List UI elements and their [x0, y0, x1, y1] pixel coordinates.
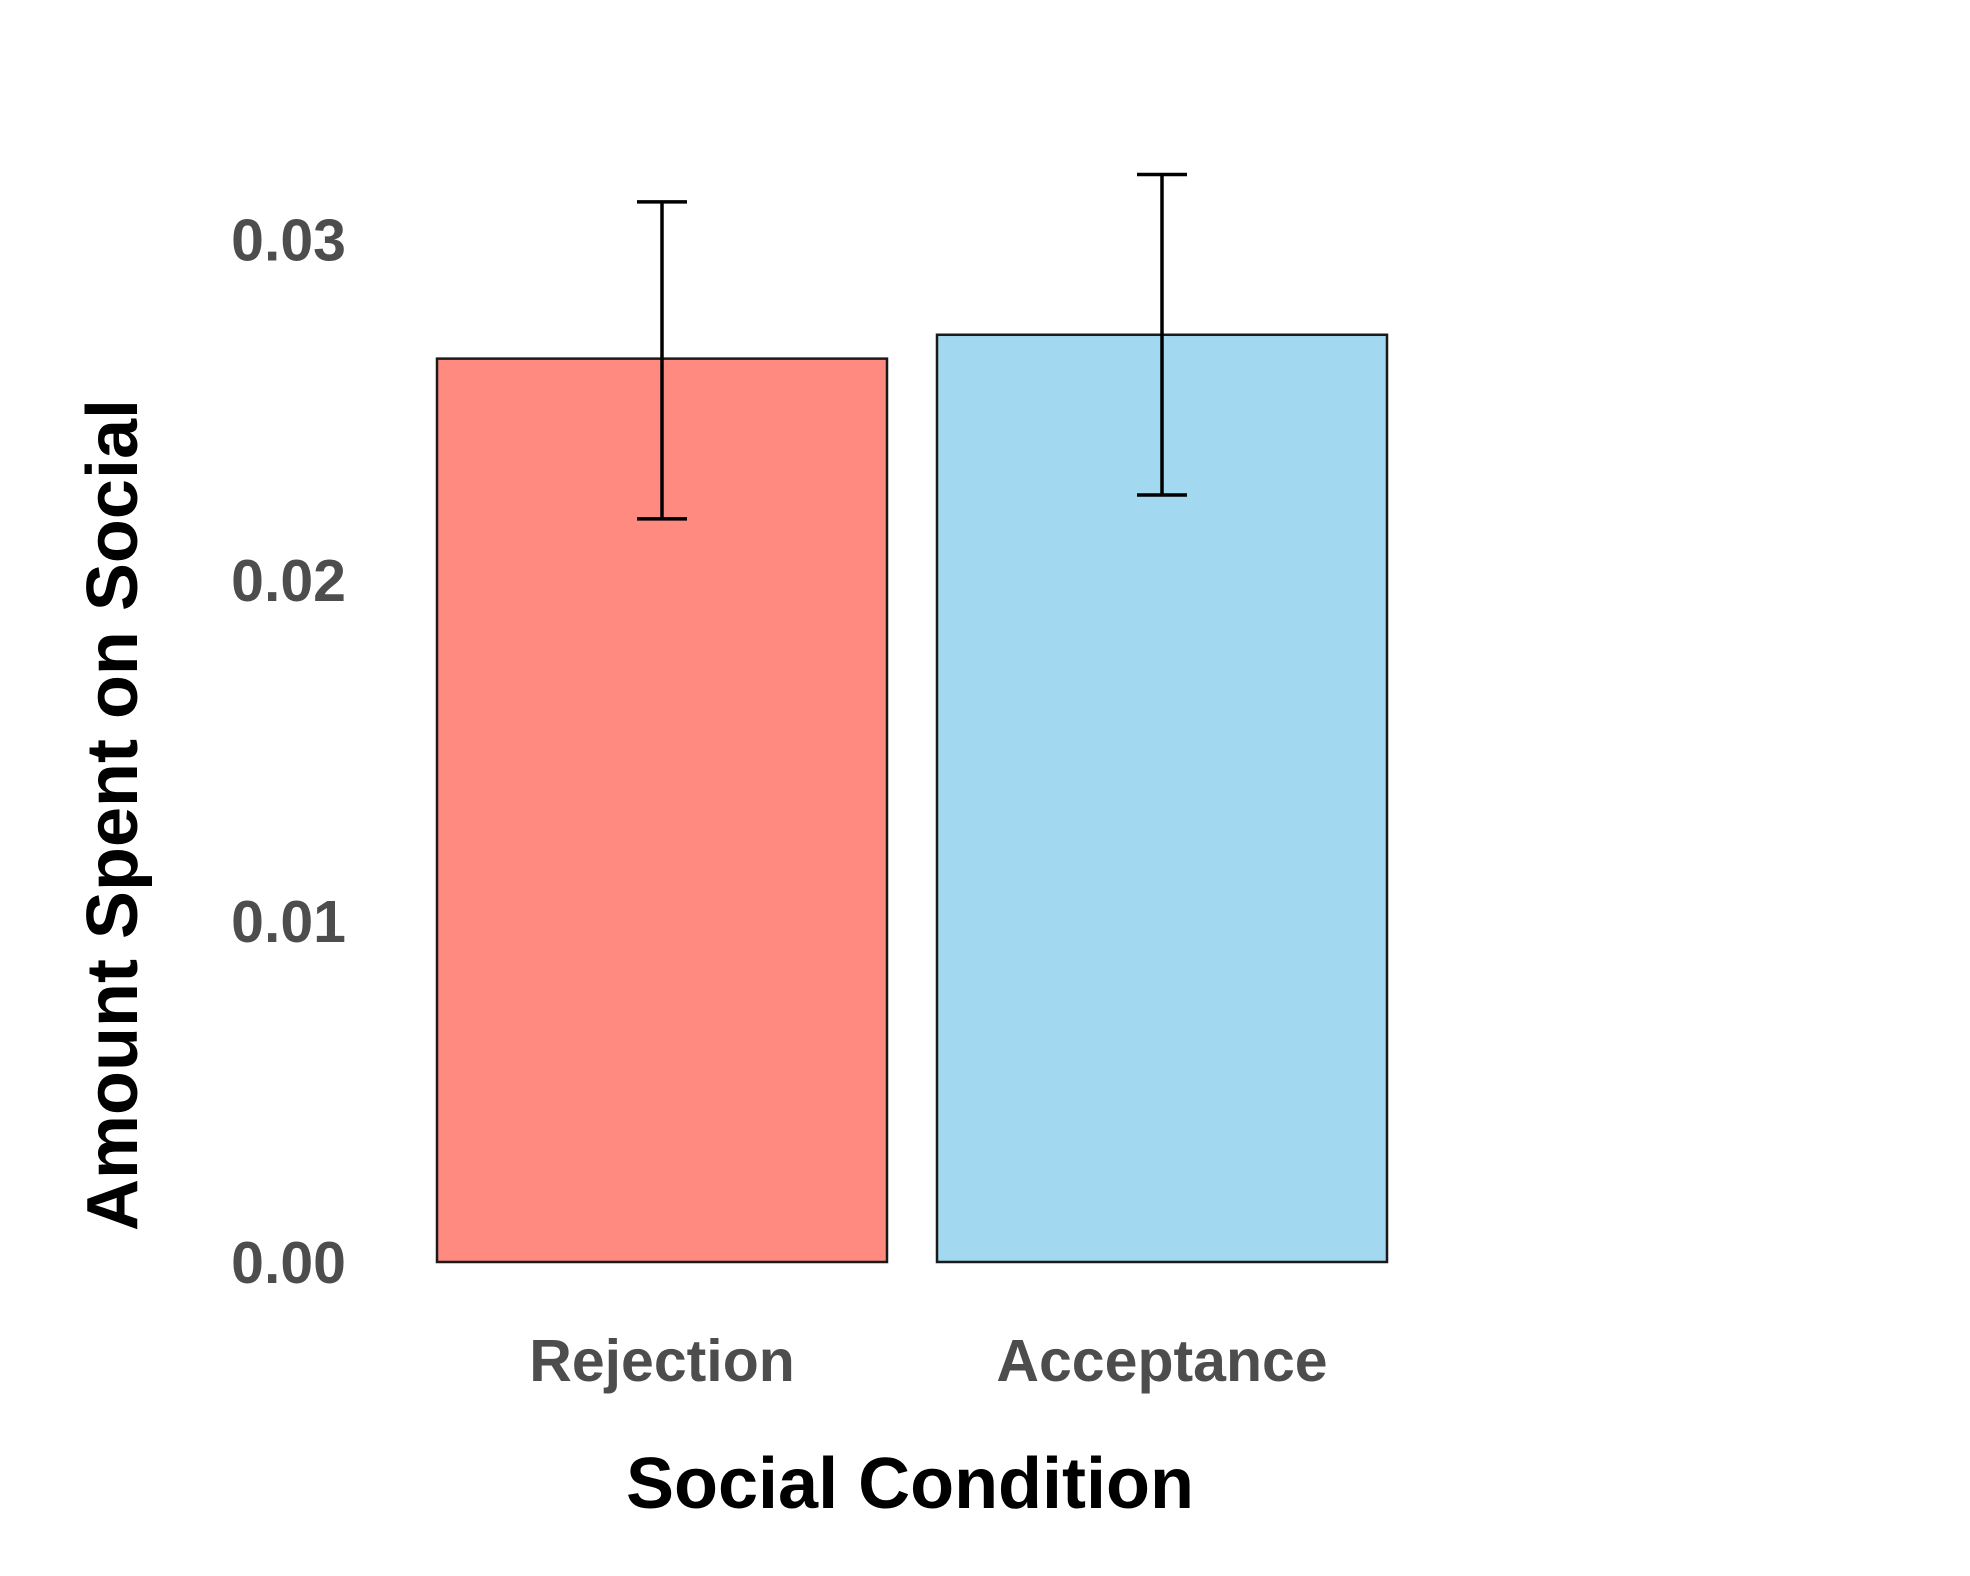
x-tick-label-rejection: Rejection	[529, 1328, 795, 1394]
y-tick-label: 0.03	[231, 207, 346, 273]
x-axis-ticks: Rejection Acceptance	[529, 1328, 1327, 1394]
x-tick-label-acceptance: Acceptance	[996, 1328, 1327, 1394]
x-axis-title: Social Condition	[626, 1444, 1194, 1524]
error-bars	[637, 172, 1187, 521]
error-bar-rejection	[637, 200, 687, 521]
y-axis-title: Amount Spent on Social	[73, 399, 153, 1231]
error-bar-acceptance	[1137, 172, 1187, 497]
y-tick-label: 0.00	[231, 1230, 346, 1296]
bars	[435, 333, 1389, 1264]
y-tick-label: 0.01	[231, 889, 346, 955]
y-tick-label: 0.02	[231, 548, 346, 614]
y-axis-ticks: 0.00 0.01 0.02 0.03	[231, 207, 346, 1296]
